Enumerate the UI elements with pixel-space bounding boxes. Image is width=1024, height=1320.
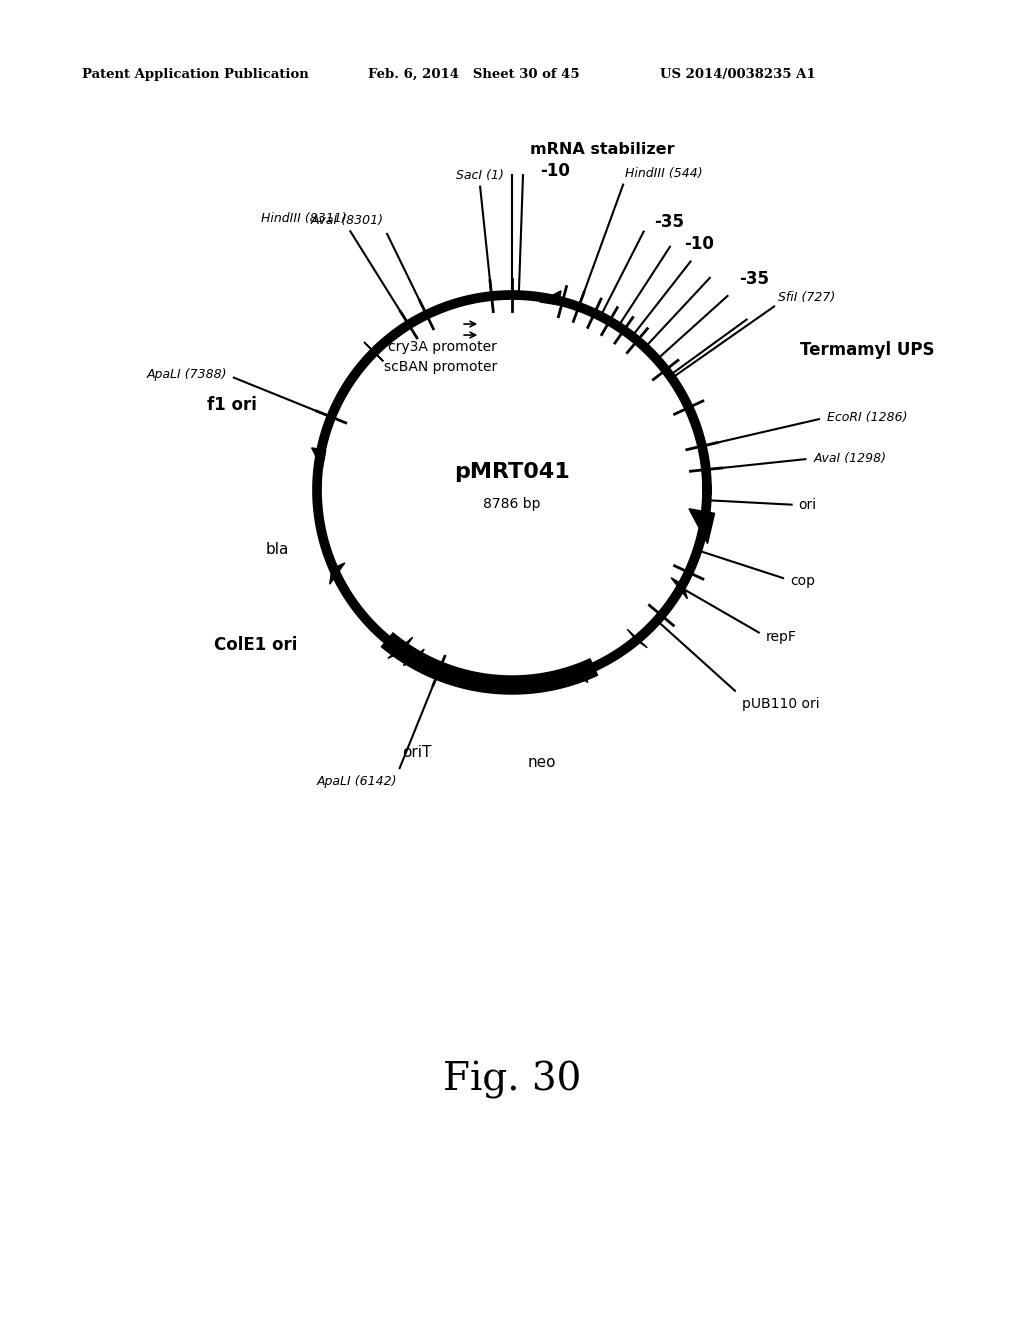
Text: -10: -10 — [684, 235, 714, 253]
Text: 8786 bp: 8786 bp — [483, 498, 541, 511]
Text: ColE1 ori: ColE1 ori — [214, 636, 297, 653]
Text: bla: bla — [265, 543, 289, 557]
Polygon shape — [540, 290, 561, 305]
Text: ApaLI (6142): ApaLI (6142) — [316, 775, 397, 788]
Text: scBAN promoter: scBAN promoter — [384, 360, 497, 374]
Text: ApaLI (7388): ApaLI (7388) — [146, 368, 227, 381]
Text: Patent Application Publication: Patent Application Publication — [82, 69, 309, 81]
Polygon shape — [566, 669, 588, 682]
Text: -35: -35 — [654, 214, 684, 231]
Text: mRNA stabilizer: mRNA stabilizer — [530, 143, 675, 157]
Text: HindIII (8311): HindIII (8311) — [260, 211, 346, 224]
Text: SfiI (727): SfiI (727) — [778, 290, 836, 304]
Text: HindIII (544): HindIII (544) — [625, 166, 702, 180]
Text: AvaI (8301): AvaI (8301) — [310, 214, 384, 227]
Polygon shape — [364, 342, 383, 362]
Text: Termamyl UPS: Termamyl UPS — [800, 341, 934, 359]
Text: Feb. 6, 2014   Sheet 30 of 45: Feb. 6, 2014 Sheet 30 of 45 — [368, 69, 580, 81]
Text: -35: -35 — [738, 269, 769, 288]
Text: SacI (1): SacI (1) — [456, 169, 504, 182]
Polygon shape — [403, 649, 424, 665]
Text: pMRT041: pMRT041 — [454, 462, 570, 482]
Text: EcoRI (1286): EcoRI (1286) — [826, 411, 907, 424]
Text: pUB110 ori: pUB110 ori — [742, 697, 820, 711]
Polygon shape — [311, 447, 326, 469]
Polygon shape — [695, 516, 710, 537]
Text: repF: repF — [766, 630, 797, 644]
Text: f1 ori: f1 ori — [207, 396, 257, 414]
Polygon shape — [482, 677, 503, 690]
Text: ori: ori — [799, 498, 817, 512]
Text: oriT: oriT — [402, 744, 432, 760]
Polygon shape — [628, 630, 647, 648]
Text: US 2014/0038235 A1: US 2014/0038235 A1 — [660, 69, 816, 81]
Text: neo: neo — [527, 755, 556, 770]
Text: -10: -10 — [540, 162, 570, 180]
Polygon shape — [689, 508, 715, 544]
Text: AvaI (1298): AvaI (1298) — [813, 451, 887, 465]
Polygon shape — [671, 578, 687, 599]
Text: Fig. 30: Fig. 30 — [442, 1061, 582, 1100]
Polygon shape — [330, 562, 345, 585]
Text: cry3A promoter: cry3A promoter — [388, 341, 497, 354]
Text: cop: cop — [791, 574, 816, 587]
Polygon shape — [388, 638, 413, 659]
